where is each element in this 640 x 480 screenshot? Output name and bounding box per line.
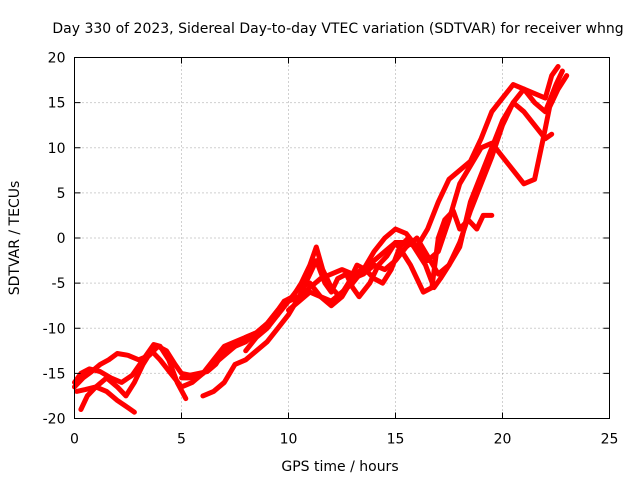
y-axis-label: SDTVAR / TECUs [7,181,23,296]
y-tick-label: -10 [43,321,66,337]
series-trace-6 [200,208,495,399]
series-trace-5 [179,68,565,381]
y-tick-label: -20 [43,412,66,428]
y-tick-label: 20 [48,51,66,67]
y-tick-label: 5 [57,186,66,202]
y-tick-label: -5 [52,276,66,292]
x-tick-label: 10 [280,432,298,448]
chart-title: Day 330 of 2023, Sidereal Day-to-day VTE… [52,21,623,37]
axis-ticks: 0 5 10 15 20 25 -20 -15 -10 -5 0 5 10 15 20 [43,51,619,448]
x-axis-label: GPS time / hours [281,459,398,475]
series-trace-9 [286,100,555,313]
y-tick-label: -15 [43,366,66,382]
x-tick-label: 25 [601,432,619,448]
y-tick-label: 10 [48,141,66,157]
x-tick-label: 5 [177,432,186,448]
y-tick-label: 15 [48,96,66,112]
series-group [72,64,570,415]
series-trace-3 [78,384,137,415]
grid [74,57,610,419]
series-trace-7 [281,64,561,304]
series-trace-1 [72,298,287,390]
x-tick-label: 15 [387,432,405,448]
x-tick-label: 20 [494,432,512,448]
y-tick-label: 0 [57,231,66,247]
series-trace-4 [72,342,189,402]
x-tick-label: 0 [70,432,79,448]
